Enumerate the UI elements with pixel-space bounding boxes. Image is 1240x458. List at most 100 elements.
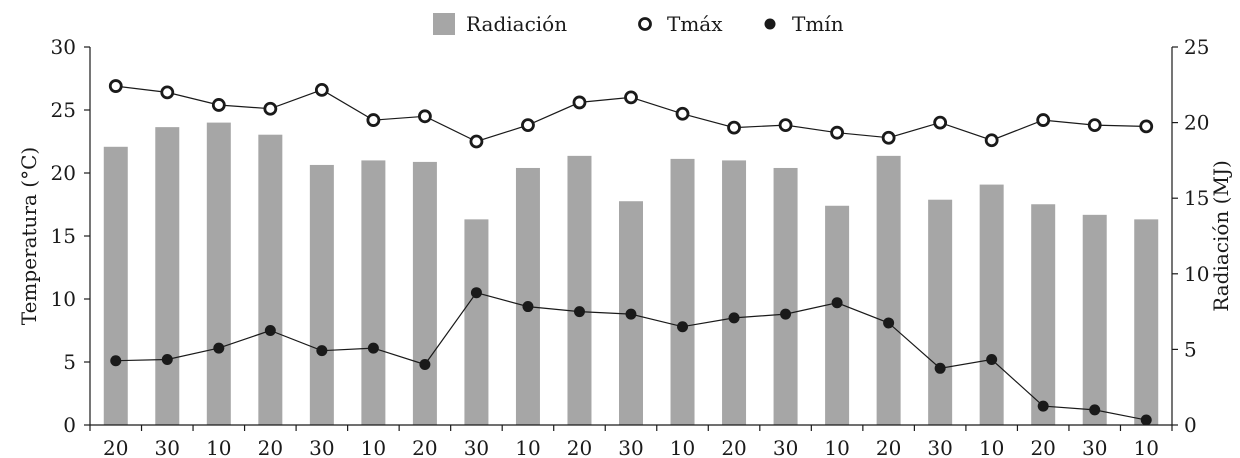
x-tick-label: 20 xyxy=(1030,436,1055,458)
tmin-point xyxy=(677,321,689,333)
y-left-tick-label: 15 xyxy=(51,224,76,248)
radiation-bar xyxy=(825,205,850,425)
x-tick-label: 20 xyxy=(876,436,901,458)
radiation-bar xyxy=(928,199,953,425)
x-tick-label: 30 xyxy=(309,436,334,458)
x-tick-label: 10 xyxy=(670,436,695,458)
tmax-point xyxy=(624,90,638,105)
x-tick-label: 20 xyxy=(567,436,592,458)
radiation-bar xyxy=(722,160,747,425)
tmin-point xyxy=(883,317,895,329)
tmin-point xyxy=(625,308,637,320)
radiation-bar xyxy=(103,146,128,426)
tmax-point xyxy=(469,134,484,149)
tmax-point xyxy=(418,109,432,124)
radiation-bar xyxy=(155,127,180,426)
temperature-lines xyxy=(108,79,1154,426)
tmax-point xyxy=(108,79,123,93)
radiation-bar xyxy=(258,134,283,426)
y-left-tick-label: 5 xyxy=(63,350,76,374)
radiation-bar xyxy=(515,167,540,425)
radiation-bar xyxy=(1082,214,1107,425)
x-tick-label: 20 xyxy=(103,436,128,458)
tmin-point xyxy=(986,353,998,365)
tmin-point xyxy=(1089,404,1101,416)
radiation-bar xyxy=(206,122,231,425)
y-left-tick-label: 30 xyxy=(51,35,76,59)
x-tick-label: 10 xyxy=(361,436,386,458)
radiation-bar xyxy=(773,167,798,425)
legend-tmax-marker xyxy=(638,17,652,31)
radiation-bar xyxy=(876,155,901,425)
radiation-bar xyxy=(567,155,592,425)
y-right-tick-label: 25 xyxy=(1184,35,1209,59)
y-right-tick-label: 15 xyxy=(1184,186,1209,210)
y-axis-right-title: Radiación (MJ) xyxy=(1209,160,1233,312)
tmin-point xyxy=(728,312,740,324)
radiation-bar xyxy=(309,164,334,425)
y-left-tick-label: 10 xyxy=(51,287,76,311)
legend-tmin-marker xyxy=(764,18,776,30)
radiation-bar xyxy=(670,158,695,425)
x-tick-label: 20 xyxy=(412,436,437,458)
radiation-bar xyxy=(1134,219,1159,425)
tmax-point xyxy=(1087,118,1102,133)
legend-tmin-label: Tmín xyxy=(792,12,844,36)
x-tick-label: 10 xyxy=(824,436,849,458)
x-tick-label: 10 xyxy=(515,436,540,458)
axes: 0 5 10 15 20 25 30 0 5 10 15 20 25 20 30 10 20 30 10 20 30 10… xyxy=(51,35,1210,458)
radiation-bar xyxy=(361,160,386,425)
legend-radiacion-label: Radiación xyxy=(466,12,567,36)
tmax-point xyxy=(881,130,896,145)
tmin-point xyxy=(419,359,431,371)
y-right-tick-label: 5 xyxy=(1184,337,1197,361)
x-tick-label: 10 xyxy=(979,436,1004,458)
y-axis-left-title: Temperatura (°C) xyxy=(17,147,41,325)
tmax-point xyxy=(314,82,329,97)
legend-radiacion-swatch xyxy=(433,13,455,35)
tmin-point xyxy=(213,342,225,354)
tmax-point xyxy=(727,120,741,135)
tmax-point xyxy=(1139,119,1154,134)
x-tick-label: 10 xyxy=(1134,436,1159,458)
legend-tmax-label: Tmáx xyxy=(667,12,723,36)
x-tick-label: 20 xyxy=(258,436,283,458)
y-left-tick-label: 0 xyxy=(63,413,76,437)
x-tick-label: 30 xyxy=(1082,436,1107,458)
tmax-point xyxy=(778,118,793,133)
tmin-point xyxy=(367,342,379,354)
x-tick-label: 30 xyxy=(155,436,180,458)
tmax-point xyxy=(572,95,587,110)
x-tick-label: 10 xyxy=(206,436,231,458)
tmin-point xyxy=(934,362,946,374)
radiation-bar xyxy=(1031,204,1056,425)
tmin-point xyxy=(470,287,482,299)
radiation-bars xyxy=(103,122,1159,426)
tmin-point xyxy=(573,306,585,318)
tmin-point xyxy=(110,355,122,367)
x-tick-label: 30 xyxy=(927,436,952,458)
tmin-point xyxy=(1140,414,1152,426)
tmax-point xyxy=(675,106,690,121)
y-left-tick-label: 25 xyxy=(51,98,76,122)
tmin-point xyxy=(831,297,843,309)
tmax-point xyxy=(366,113,381,127)
x-tick-label: 30 xyxy=(464,436,489,458)
legend: Radiación Tmáx Tmín xyxy=(433,12,844,36)
tmax-point xyxy=(211,98,226,112)
x-tick-label: 20 xyxy=(721,436,746,458)
tmax-point xyxy=(933,115,948,130)
x-tick-label: 30 xyxy=(618,436,643,458)
x-tick-label: 30 xyxy=(773,436,798,458)
y-left-tick-label: 20 xyxy=(51,161,76,185)
tmax-point xyxy=(263,101,278,116)
tmin-point xyxy=(780,308,792,320)
tmax-point xyxy=(160,85,175,100)
y-right-tick-label: 0 xyxy=(1184,413,1197,437)
tmin-point xyxy=(161,353,173,365)
tmax-point xyxy=(1036,113,1051,127)
y-right-tick-label: 20 xyxy=(1184,111,1209,135)
radiation-bar xyxy=(412,161,437,426)
radiation-bar xyxy=(979,184,1004,425)
